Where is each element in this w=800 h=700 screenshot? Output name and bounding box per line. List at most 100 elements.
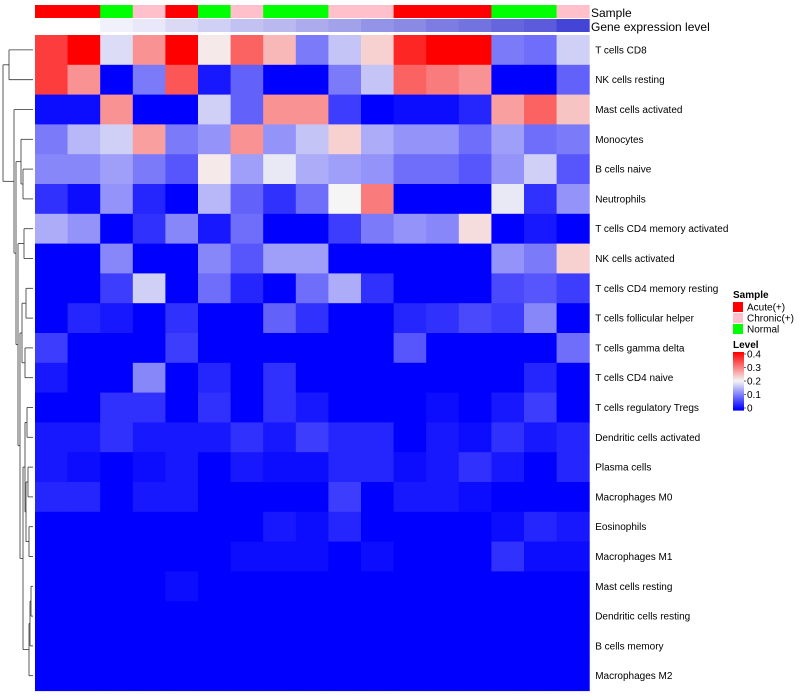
heatmap-cell: [132, 243, 166, 274]
heatmap-cell: [556, 392, 590, 423]
heatmap-cell: [491, 541, 525, 572]
heatmap-cell: [393, 94, 427, 125]
heatmap-cell: [230, 511, 264, 543]
heatmap-cell: [67, 124, 101, 155]
heatmap-cell: [100, 422, 134, 453]
heatmap-cell: [524, 482, 558, 513]
heatmap-cell: [100, 541, 134, 572]
heatmap-cell: [491, 213, 525, 245]
heatmap-cell: [328, 631, 362, 662]
heatmap-cell: [458, 124, 492, 155]
colorbar-segment: [733, 365, 744, 368]
heatmap-cell: [524, 303, 558, 334]
heatmap-cell: [230, 35, 264, 66]
heatmap-cell: [67, 511, 101, 543]
heatmap-cell: [67, 392, 101, 423]
heatmap-cell: [100, 601, 134, 632]
heatmap-cell: [556, 124, 590, 155]
heatmap-cell: [426, 64, 460, 96]
heatmap-cell: [165, 571, 199, 602]
heatmap-cell: [263, 303, 297, 334]
heatmap-cell: [263, 35, 297, 66]
row-label: Macrophages M2: [595, 671, 673, 682]
heatmap-cell: [393, 154, 427, 185]
heatmap-cell: [132, 392, 166, 423]
colorbar-segment: [733, 389, 744, 392]
heatmap-cell: [556, 571, 590, 602]
heatmap-cell: [491, 511, 525, 543]
row-label: Plasma cells: [595, 463, 651, 474]
heatmap-cell: [491, 660, 525, 692]
heatmap-cell: [295, 631, 329, 662]
heatmap-cell: [524, 392, 558, 423]
heatmap-cell: [328, 392, 362, 423]
heatmap-cell: [230, 631, 264, 662]
heatmap-cell: [230, 64, 264, 96]
heatmap-cell: [524, 660, 558, 692]
heatmap-cell: [458, 422, 492, 453]
heatmap-cell: [132, 333, 166, 364]
colorbar-segment: [733, 356, 744, 359]
heatmap-cell: [426, 422, 460, 453]
heatmap-cell: [361, 243, 395, 274]
heatmap-cell: [556, 541, 590, 572]
heatmap-cell: [328, 94, 362, 125]
heatmap-cell: [263, 273, 297, 304]
heatmap-cell: [35, 482, 69, 513]
heatmap-cell: [556, 94, 590, 125]
heatmap-cell: [295, 94, 329, 125]
heatmap-cell: [393, 392, 427, 423]
heatmap-cell: [132, 452, 166, 483]
heatmap-cell: [132, 35, 166, 66]
colorbar-segment: [733, 374, 744, 376]
heatmap-cell: [361, 631, 395, 662]
heatmap-cell: [393, 362, 427, 394]
heatmap-cell: [295, 243, 329, 274]
heatmap-cell: [67, 631, 101, 662]
colorbar-segment: [733, 385, 744, 388]
colorbar-segment: [733, 394, 744, 397]
heatmap-cell: [67, 64, 101, 96]
heatmap-cell: [556, 64, 590, 96]
heatmap-cell: [67, 154, 101, 185]
heatmap-cell: [67, 422, 101, 453]
sample-annotation-cell: [35, 5, 69, 18]
heatmap-cell: [295, 511, 329, 543]
sample-annotation-cell: [361, 5, 395, 18]
heatmap-cell: [230, 124, 264, 155]
heatmap-cell: [230, 243, 264, 274]
colorbar-segment: [733, 352, 744, 354]
heatmap-cell: [165, 273, 199, 304]
heatmap-cell: [230, 362, 264, 394]
heatmap-cell: [556, 243, 590, 274]
heatmap-cell: [165, 541, 199, 572]
heatmap-cell: [230, 94, 264, 125]
heatmap-cell: [556, 511, 590, 543]
heatmap-cell: [100, 482, 134, 513]
heatmap-cell: [556, 184, 590, 215]
colorbar-segment: [733, 368, 744, 370]
heatmap-cell: [328, 511, 362, 543]
heatmap-cell: [491, 631, 525, 662]
colorbar-segment: [733, 408, 744, 410]
heatmap-cell: [328, 452, 362, 483]
colorbar-segment: [733, 386, 744, 389]
heatmap-cell: [198, 243, 232, 274]
colorbar-segment: [733, 359, 744, 362]
heatmap-cell: [132, 422, 166, 453]
heatmap-cell: [67, 94, 101, 125]
heatmap-cell: [524, 511, 558, 543]
heatmap-cells: [35, 35, 590, 692]
heatmap-cell: [165, 511, 199, 543]
heatmap-cell: [35, 392, 69, 423]
heatmap-cell: [328, 64, 362, 96]
heatmap-cell: [100, 35, 134, 66]
legend-sample-items: Acute(+)Chronic(+)Normal: [733, 302, 794, 336]
heatmap-cell: [132, 124, 166, 155]
row-label: T cells CD4 naive: [595, 373, 674, 384]
heatmap-cell: [491, 482, 525, 513]
heatmap-cell: [35, 601, 69, 632]
row-label: Dendritic cells activated: [595, 433, 700, 444]
legend-swatch-acute: [733, 302, 743, 312]
heatmap-cell: [67, 213, 101, 245]
